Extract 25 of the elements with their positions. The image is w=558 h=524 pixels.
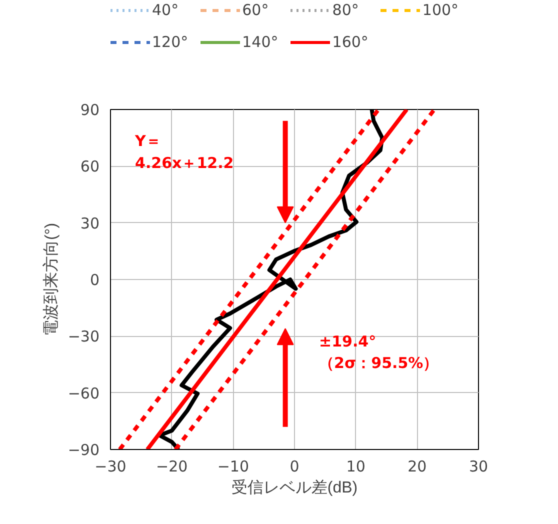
- legend-label: 40°: [152, 1, 179, 19]
- y-tick-label: −30: [68, 328, 100, 346]
- legend-label: 140°: [242, 33, 278, 51]
- legend-label: 100°: [422, 1, 459, 19]
- y-tick-label: −60: [68, 384, 100, 402]
- y-tick-label: 0: [90, 271, 100, 289]
- y-tick-label: −90: [68, 441, 100, 459]
- x-tick-label: −20: [156, 458, 188, 476]
- y-axis-title: 電波到来方向(°): [42, 222, 60, 336]
- x-tick-label: −10: [217, 458, 249, 476]
- y-tick-label: 90: [80, 101, 100, 119]
- x-tick-label: 0: [290, 458, 300, 476]
- legend-label: 80°: [332, 1, 359, 19]
- legend-label: 60°: [242, 1, 269, 19]
- x-tick-label: 10: [346, 458, 366, 476]
- x-tick-label: 30: [468, 458, 488, 476]
- annotation: ±19.4° （2σ：95.5%）: [319, 332, 438, 372]
- y-tick-label: 30: [80, 214, 100, 232]
- x-tick-label: −30: [94, 458, 126, 476]
- x-tick-label: 20: [408, 458, 427, 476]
- y-tick-label: 60: [80, 158, 100, 176]
- x-axis-title: 受信レベル差(dB): [231, 478, 358, 496]
- legend-label: 160°: [332, 33, 368, 51]
- annotation: Y＝ 4.26x＋12.2: [134, 132, 234, 172]
- legend-label: 120°: [152, 33, 188, 51]
